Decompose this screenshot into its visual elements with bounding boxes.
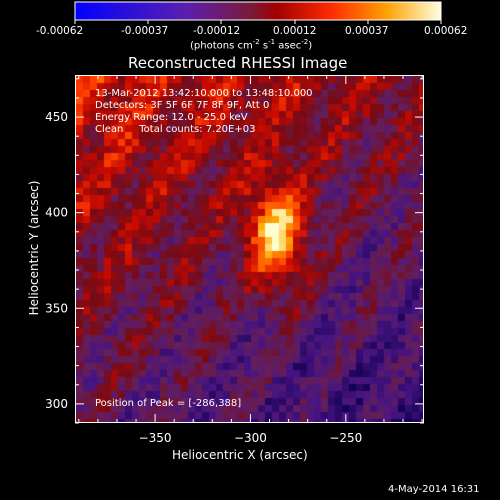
time-range-text: 13-Mar-2012 13:42:10.000 to 13:48:10.000 xyxy=(95,88,313,99)
colorbar-tick-label: 0.00037 xyxy=(345,25,389,37)
colorbar-tick-label: -0.00037 xyxy=(121,25,169,37)
colorbar-tick-label: 0.00062 xyxy=(424,25,468,37)
x-tick-label: −300 xyxy=(234,431,267,445)
colorbar-tick-label: -0.00012 xyxy=(193,25,241,37)
plot-frame xyxy=(75,75,424,423)
detectors-text: Detectors: 3F 5F 6F 7F 8F 9F, Att 0 xyxy=(95,100,270,111)
energy-range-text: Energy Range: 12.0 - 25.0 keV xyxy=(95,112,248,123)
y-tick-label: 400 xyxy=(45,206,68,220)
y-tick-label: 450 xyxy=(45,110,68,124)
y-tick-label: 350 xyxy=(45,301,68,315)
clean-counts-text: Clean Total counts: 7.20E+03 xyxy=(95,124,256,135)
footer-date: 4-May-2014 16:31 xyxy=(388,484,480,495)
peak-position-text: Position of Peak = [-286,388] xyxy=(95,398,242,409)
colorbar xyxy=(74,1,442,24)
chart-title: Reconstructed RHESSI Image xyxy=(128,54,348,72)
colorbar-tick-label: 0.00012 xyxy=(273,25,317,37)
rhessi-image-heatmap xyxy=(76,76,423,422)
x-tick-label: −250 xyxy=(329,431,362,445)
y-axis-title: Heliocentric Y (arcsec) xyxy=(27,180,41,316)
colorbar-units: (photons cm-2 s-1 asec-2) xyxy=(190,38,313,52)
x-axis-title: Heliocentric X (arcsec) xyxy=(172,448,308,462)
colorbar-gradient xyxy=(74,1,442,21)
x-tick-label: −350 xyxy=(139,431,172,445)
y-tick-label: 300 xyxy=(45,397,68,411)
colorbar-tick-label: -0.00062 xyxy=(36,25,84,37)
